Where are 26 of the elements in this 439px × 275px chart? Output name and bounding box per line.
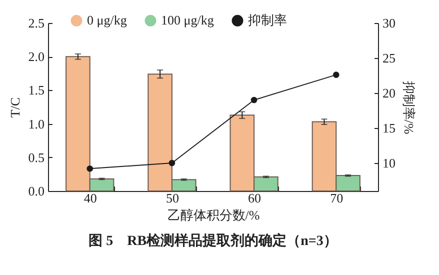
- text: 图 5 RB检测样品提取剂的确定（n=3）: [88, 232, 338, 249]
- point: [332, 72, 340, 78]
- point: [250, 96, 258, 104]
- y-tick-label: 0.0: [28, 184, 44, 198]
- y2-tick-label: 25: [382, 50, 396, 66]
- x-axis-title: 乙醇体积分数/%: [167, 208, 260, 222]
- y-tick-label: 0.5: [28, 150, 44, 165]
- y-tick-label: 2.5: [28, 16, 44, 30]
- x-tick-label: 70: [330, 190, 344, 206]
- y-axis-title: T/C: [7, 97, 22, 118]
- y-tick-label: 1.5: [28, 82, 44, 98]
- y2-tick-label: 15: [382, 120, 396, 136]
- y2-axis-title: 抑制率/%: [402, 80, 416, 134]
- y-tick-label: 2.0: [28, 49, 44, 64]
- legend-label: 抑制率: [248, 12, 287, 28]
- x-tick-label: 60: [248, 190, 262, 206]
- point: [168, 160, 176, 166]
- y2-tick-label: 30: [382, 16, 396, 30]
- legend-label: 0 μg/kg: [87, 12, 128, 28]
- legend-label: 100 μg/kg: [161, 12, 214, 28]
- x-tick-label: 40: [84, 190, 97, 206]
- y2-tick-label: 20: [382, 86, 396, 100]
- y-tick-label: 1.0: [28, 116, 44, 132]
- point: [86, 165, 94, 172]
- x-tick-label: 50: [166, 190, 179, 206]
- y2-tick-label: 10: [382, 156, 396, 170]
